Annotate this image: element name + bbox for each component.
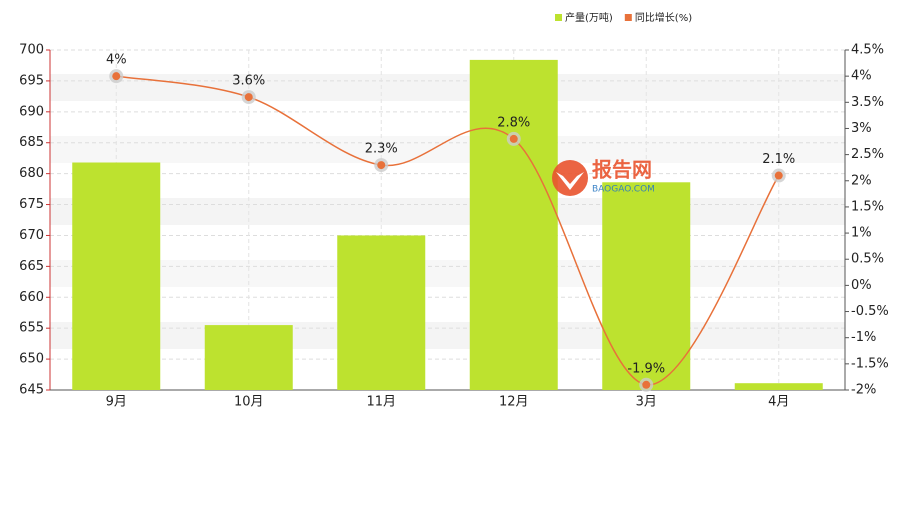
point [377, 161, 386, 170]
legend-label: 产量(万吨) [565, 11, 613, 24]
x-tick-label: 12月 [499, 395, 529, 410]
y-tick-label: 650 [19, 352, 44, 367]
data-label: 2.1% [762, 152, 795, 167]
watermark: 报告网 BAOGAO.COM [552, 158, 655, 196]
point [642, 380, 651, 389]
y2-tick-label: 2.5% [851, 147, 884, 162]
y-tick-label: 690 [19, 104, 44, 119]
y2-tick-label: 0% [851, 278, 872, 293]
y-tick-label: 675 [19, 197, 44, 212]
y-tick-label: 645 [19, 383, 44, 398]
data-label: 3.6% [232, 74, 265, 89]
y-tick-label: 665 [19, 259, 44, 274]
data-label: -1.9% [627, 361, 665, 376]
legend-swatch [624, 14, 632, 21]
y2-tick-label: 4.5% [851, 43, 884, 58]
bar [337, 235, 426, 390]
data-label: 2.8% [497, 115, 530, 130]
y-tick-label: 670 [19, 228, 44, 243]
point [244, 93, 253, 102]
legend-swatch [555, 14, 562, 21]
bar [734, 383, 823, 390]
y-tick-label: 680 [19, 166, 44, 181]
y2-tick-label: 3% [851, 121, 872, 136]
y2-tick-label: -2% [851, 383, 876, 398]
data-label: 4% [106, 53, 127, 68]
y2-tick-label: 1.5% [851, 199, 884, 214]
point [774, 171, 783, 180]
point [509, 134, 518, 143]
x-tick-label: 4月 [768, 395, 789, 410]
point [112, 72, 121, 81]
bar [72, 162, 161, 390]
y-tick-label: 695 [19, 73, 44, 88]
background-stripes [50, 74, 845, 349]
bar [204, 325, 293, 390]
y-tick-label: 700 [19, 43, 44, 58]
y-tick-label: 685 [19, 135, 44, 150]
legend-label: 同比增长(%) [635, 11, 692, 24]
bar [469, 59, 558, 391]
y2-tick-label: 2% [851, 173, 872, 188]
x-tick-label: 9月 [106, 395, 127, 410]
y2-tick-label: -1% [851, 330, 876, 345]
y2-tick-label: 1% [851, 226, 872, 241]
x-tick-label: 3月 [636, 395, 657, 410]
y2-tick-label: 0.5% [851, 252, 884, 267]
bar [602, 182, 691, 390]
data-label: 2.3% [365, 142, 398, 157]
y2-tick-label: -0.5% [851, 304, 889, 319]
y-tick-label: 660 [19, 290, 44, 305]
y2-tick-label: 4% [851, 69, 872, 84]
x-tick-label: 10月 [234, 395, 264, 410]
y2-tick-label: 3.5% [851, 95, 884, 110]
y-tick-label: 655 [19, 321, 44, 336]
watermark-subtext: BAOGAO.COM [592, 185, 655, 195]
x-tick-label: 11月 [366, 395, 396, 410]
watermark-text: 报告网 [592, 158, 652, 182]
y2-tick-label: -1.5% [851, 356, 889, 371]
